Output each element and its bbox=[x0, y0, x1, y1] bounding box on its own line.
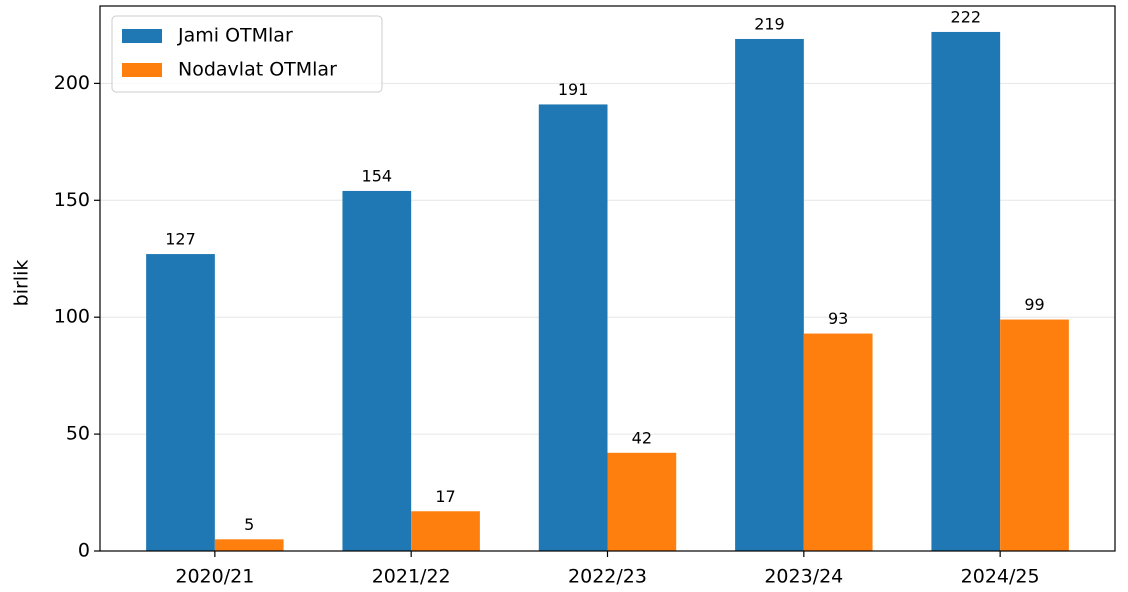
bar bbox=[735, 38, 804, 551]
value-label: 42 bbox=[632, 428, 652, 447]
bar bbox=[538, 104, 608, 551]
value-label: 99 bbox=[1024, 295, 1044, 314]
y-tick-label: 200 bbox=[54, 72, 90, 94]
x-tick-label: 2024/25 bbox=[961, 566, 1040, 588]
y-tick-label: 100 bbox=[54, 306, 90, 328]
legend-box bbox=[111, 15, 383, 93]
legend-label: Nodavlat OTMlar bbox=[178, 59, 337, 81]
y-tick-label: 50 bbox=[66, 423, 90, 445]
bar bbox=[803, 333, 873, 551]
bar bbox=[607, 452, 677, 551]
x-tick-label: 2022/23 bbox=[568, 566, 647, 588]
y-tick-label: 150 bbox=[54, 189, 90, 211]
legend-label: Jami OTMlar bbox=[177, 25, 293, 47]
value-label: 219 bbox=[754, 14, 785, 33]
y-axis-label: birlik bbox=[11, 260, 33, 307]
x-tick-label: 2023/24 bbox=[764, 566, 843, 588]
y-tick-label: 0 bbox=[78, 540, 90, 562]
bar bbox=[342, 190, 412, 551]
bar bbox=[411, 511, 480, 551]
value-label: 222 bbox=[951, 7, 982, 26]
legend-swatch bbox=[122, 63, 162, 77]
value-label: 17 bbox=[435, 487, 455, 506]
legend-swatch bbox=[122, 29, 162, 43]
bar bbox=[1000, 319, 1069, 551]
value-label: 5 bbox=[244, 515, 254, 534]
x-tick-label: 2021/22 bbox=[372, 566, 451, 588]
value-label: 191 bbox=[558, 80, 589, 99]
plot-frame bbox=[99, 5, 1116, 552]
value-label: 127 bbox=[165, 230, 196, 249]
bar bbox=[931, 31, 1001, 551]
value-label: 154 bbox=[362, 166, 393, 185]
x-tick-label: 2020/21 bbox=[175, 566, 254, 588]
value-label: 93 bbox=[828, 309, 848, 328]
bar bbox=[146, 254, 215, 551]
bar bbox=[214, 539, 284, 551]
